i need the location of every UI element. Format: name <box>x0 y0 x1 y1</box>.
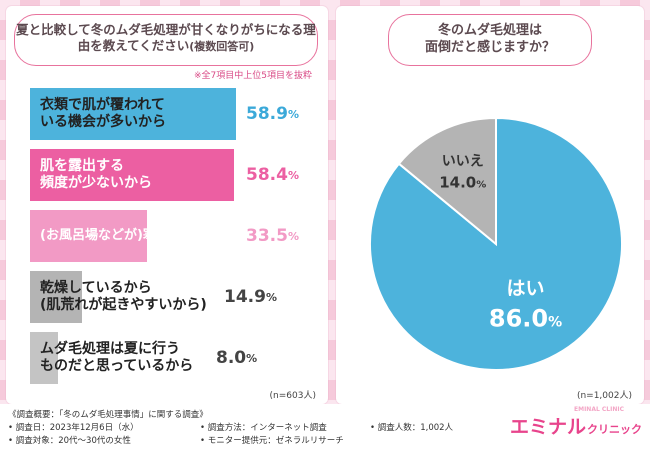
bar-value-label: 14.9% <box>224 287 277 307</box>
bar-row: 衣類で肌が覆われて いる機会が多いから 58.9% <box>30 88 320 140</box>
pie-slice-label: はい <box>506 278 544 300</box>
pie-slice-value: 86.0% <box>489 305 562 333</box>
bar-category-label: 衣類で肌が覆われて いる機会が多いから <box>40 96 166 131</box>
right-question-line1: 冬のムダ毛処理は <box>437 23 542 38</box>
right-question-bubble: 冬のムダ毛処理は 面倒だと感じますか？ <box>388 14 592 66</box>
bar <box>30 149 234 201</box>
bar-category-label: (お風呂場などが)寒いから <box>40 227 195 243</box>
pie-slice-value: 14.0% <box>439 173 486 191</box>
bar-row: 乾燥しているから (肌荒れが起きやすいから) 14.9% <box>30 271 320 323</box>
left-question-bubble: 夏と比較して冬のムダ毛処理が甘くなりがちになる理由を教えてください(複数回答可) <box>14 14 318 66</box>
left-question-suffix: (複数回答可) <box>189 40 255 54</box>
bar <box>30 210 147 262</box>
footer-target: • 調査対象：20代〜30代の女性 <box>8 436 131 446</box>
footer-method: • 調査方法：インターネット調査 <box>200 423 327 433</box>
footer-count: • 調査人数：1,002人 <box>370 423 454 433</box>
pie-chart: はい 86.0% いいえ 14.0% <box>369 116 623 371</box>
bar <box>30 332 58 384</box>
logo-main-text: エミナル <box>510 416 587 438</box>
right-sample-size: (n=1,002人) <box>576 391 632 401</box>
footer-provider: • モニター提供元：ゼネラルリサーチ <box>200 436 344 446</box>
bar <box>30 88 236 140</box>
bar-value-label: 8.0% <box>216 348 258 368</box>
left-panel: 夏と比較して冬のムダ毛処理が甘くなりがちになる理由を教えてください(複数回答可)… <box>6 6 328 404</box>
bar-value-label: 58.4% <box>246 165 299 185</box>
left-question-text: 夏と比較して冬のムダ毛処理が甘くなりがちになる理由を教えてください <box>16 22 316 54</box>
bar-row: ムダ毛処理は夏に行う ものだと思っているから 8.0% <box>30 332 320 384</box>
left-sample-size: (n=603人) <box>269 391 316 401</box>
right-panel: 冬のムダ毛処理は 面倒だと感じますか？ はい 86.0% いいえ 14.0% (n=1… <box>336 6 644 404</box>
bar-category-label: ムダ毛処理は夏に行う ものだと思っているから <box>40 340 194 375</box>
footer-date: • 調査日：2023年12月6日（水） <box>8 423 139 433</box>
selection-note: ※全7項目中上位5項目を抜粋 <box>194 71 312 81</box>
logo-tagline: EMINAL CLINIC <box>574 406 624 413</box>
eminal-clinic-logo: EMINAL CLINIC エミナルクリニック <box>510 406 643 439</box>
bar-value-label: 58.9% <box>246 104 299 124</box>
bar-row: 肌を露出する 頻度が少ないから 58.4% <box>30 149 320 201</box>
footer: 《調査概要：「冬のムダ毛処理事情」に関する調査》 • 調査日：2023年12月6… <box>0 404 650 450</box>
pie-slice <box>397 116 497 247</box>
bar-value-label: 33.5% <box>246 226 299 246</box>
bar-category-label: 肌を露出する 頻度が少ないから <box>40 157 152 192</box>
pie-slice-label: いいえ <box>442 153 484 169</box>
bar-row: (お風呂場などが)寒いから 33.5% <box>30 210 320 262</box>
logo-sub-text: クリニック <box>587 423 643 436</box>
bar <box>30 271 82 323</box>
right-question-line2: 面倒だと感じますか？ <box>424 39 555 55</box>
footer-overview: 《調査概要：「冬のムダ毛処理事情」に関する調査》 <box>8 410 208 420</box>
bar-category-label: 乾燥しているから (肌荒れが起きやすいから) <box>40 279 207 314</box>
